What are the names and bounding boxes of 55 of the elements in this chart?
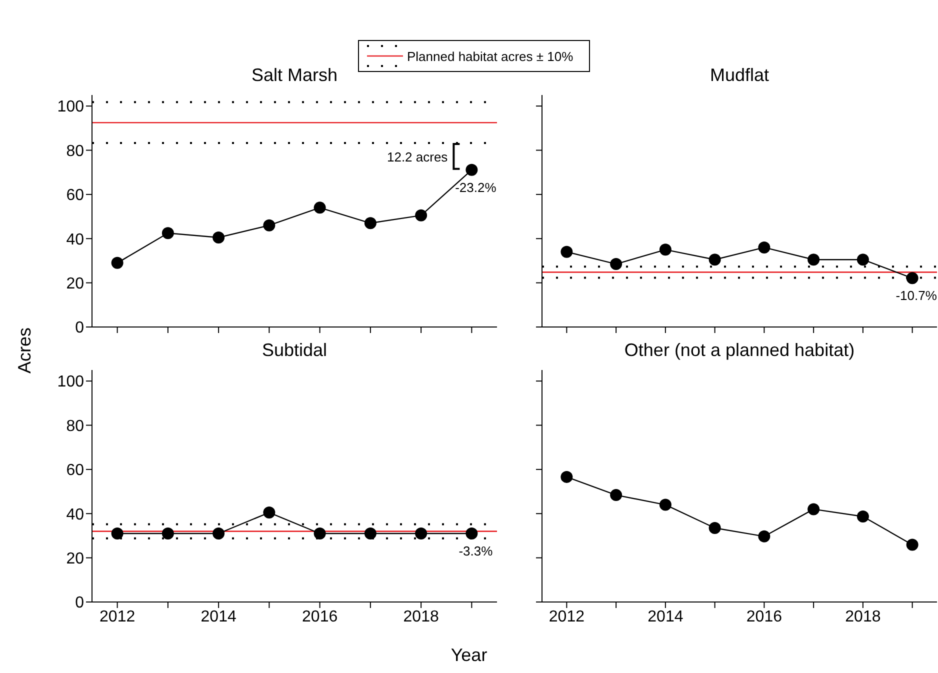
point bbox=[856, 254, 869, 266]
x-tick-label: 2016 bbox=[746, 608, 782, 626]
point bbox=[758, 241, 770, 254]
y-tick-label: 20 bbox=[66, 550, 84, 568]
x-tick-label: 2014 bbox=[648, 608, 684, 626]
y-tick-label: 60 bbox=[66, 462, 84, 480]
x-tick-label: 2018 bbox=[403, 608, 439, 626]
point bbox=[708, 522, 721, 534]
chart-title: Other (not a planned habitat) bbox=[623, 340, 856, 361]
point bbox=[808, 254, 820, 266]
point bbox=[212, 232, 225, 244]
point bbox=[906, 538, 918, 551]
point bbox=[659, 244, 672, 256]
chart-title: Salt Marsh bbox=[250, 65, 339, 86]
point bbox=[466, 164, 478, 176]
point bbox=[758, 530, 770, 542]
point bbox=[415, 209, 428, 222]
y-tick-label: 0 bbox=[75, 594, 84, 612]
y-tick-label: 40 bbox=[66, 231, 84, 248]
point bbox=[610, 258, 622, 270]
annotation: -23.2% bbox=[455, 180, 497, 195]
chart-title: Mudflat bbox=[708, 65, 770, 86]
point bbox=[560, 246, 573, 258]
point bbox=[708, 254, 721, 266]
y-tick-label: 20 bbox=[66, 275, 84, 292]
y-tick-label: 100 bbox=[57, 374, 84, 391]
point bbox=[263, 219, 276, 232]
chart-title: Subtidal bbox=[260, 340, 328, 361]
y-tick-label: 80 bbox=[66, 142, 84, 160]
point bbox=[808, 503, 820, 516]
point bbox=[111, 256, 124, 269]
x-tick-label: 2014 bbox=[200, 608, 236, 626]
point bbox=[364, 217, 376, 230]
point bbox=[314, 202, 326, 214]
x-tick-label: 2018 bbox=[845, 608, 881, 626]
annotation: -3.3% bbox=[458, 544, 494, 559]
y-tick-label: 60 bbox=[66, 187, 84, 204]
point bbox=[856, 510, 869, 522]
x-tick-label: 2016 bbox=[302, 608, 338, 626]
y-tick-label: 100 bbox=[57, 98, 84, 116]
x-axis-title: Year bbox=[450, 645, 488, 666]
y-axis-title: Acres bbox=[14, 327, 36, 374]
legend-label: Planned habitat acres ± 10% bbox=[407, 48, 574, 64]
point bbox=[560, 470, 573, 483]
y-tick-label: 0 bbox=[75, 320, 84, 337]
y-tick-label: 80 bbox=[66, 418, 84, 435]
annotation: -10.7% bbox=[896, 288, 938, 304]
point bbox=[659, 498, 672, 511]
x-tick-label: 2012 bbox=[100, 608, 136, 626]
y-tick-label: 40 bbox=[66, 506, 84, 524]
annotation: 12.2 acres bbox=[386, 149, 448, 164]
point bbox=[610, 489, 622, 502]
point bbox=[162, 227, 174, 240]
point bbox=[906, 272, 918, 284]
x-tick-label: 2012 bbox=[548, 608, 585, 626]
